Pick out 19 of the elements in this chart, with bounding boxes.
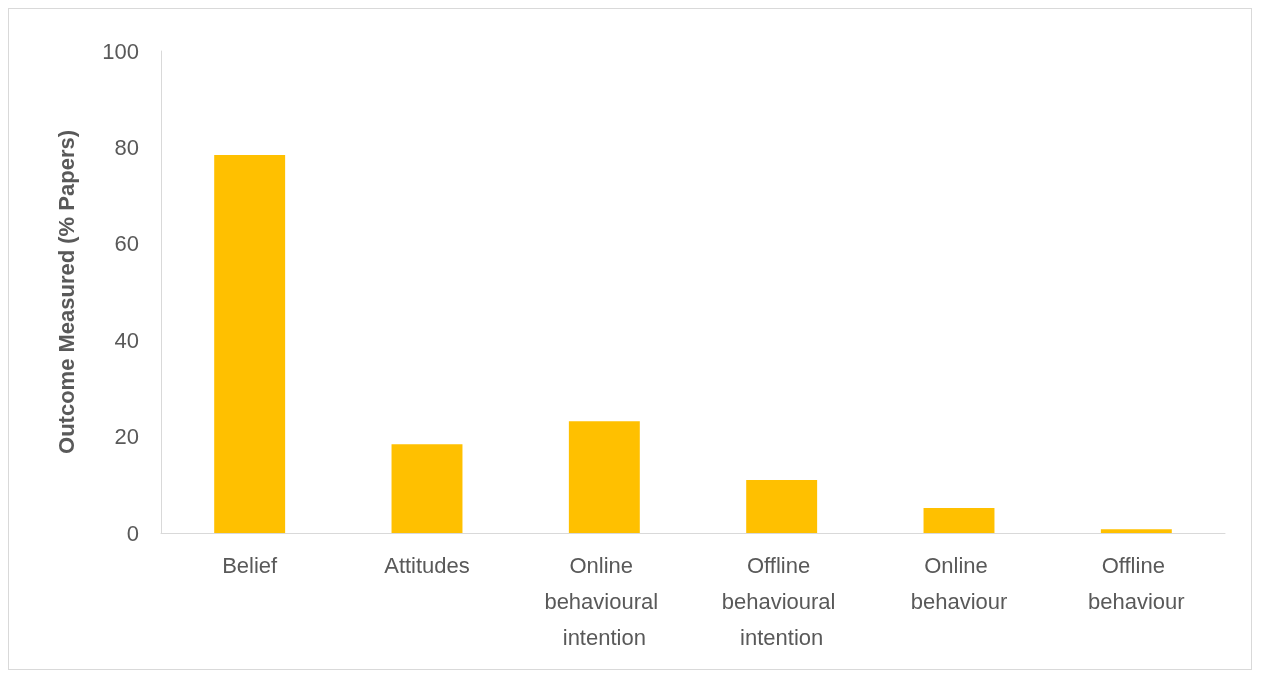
bar xyxy=(391,444,463,533)
x-tick-label: Online behavioural intention xyxy=(544,552,665,650)
bar xyxy=(568,421,640,533)
y-tick-label: 40 xyxy=(114,327,139,353)
x-tick-label: Offline behavioural intention xyxy=(721,552,842,650)
bar xyxy=(1100,529,1172,533)
x-tick-label: Attitudes xyxy=(384,552,470,578)
y-tick-label: 0 xyxy=(126,520,139,546)
y-tick-label: 20 xyxy=(114,424,139,450)
y-tick-label: 80 xyxy=(114,134,139,160)
x-tick-label: Offline behaviour xyxy=(1088,552,1185,614)
x-tick-label: Online behaviour xyxy=(910,552,1008,614)
x-tick-label: Belief xyxy=(222,552,279,578)
y-tick-label: 60 xyxy=(114,231,139,257)
y-tick-label: 100 xyxy=(102,38,139,64)
y-axis-title: Outcome Measured (% Papers) xyxy=(53,130,79,454)
bar xyxy=(923,507,995,533)
bar xyxy=(214,155,286,533)
bar xyxy=(746,479,818,533)
